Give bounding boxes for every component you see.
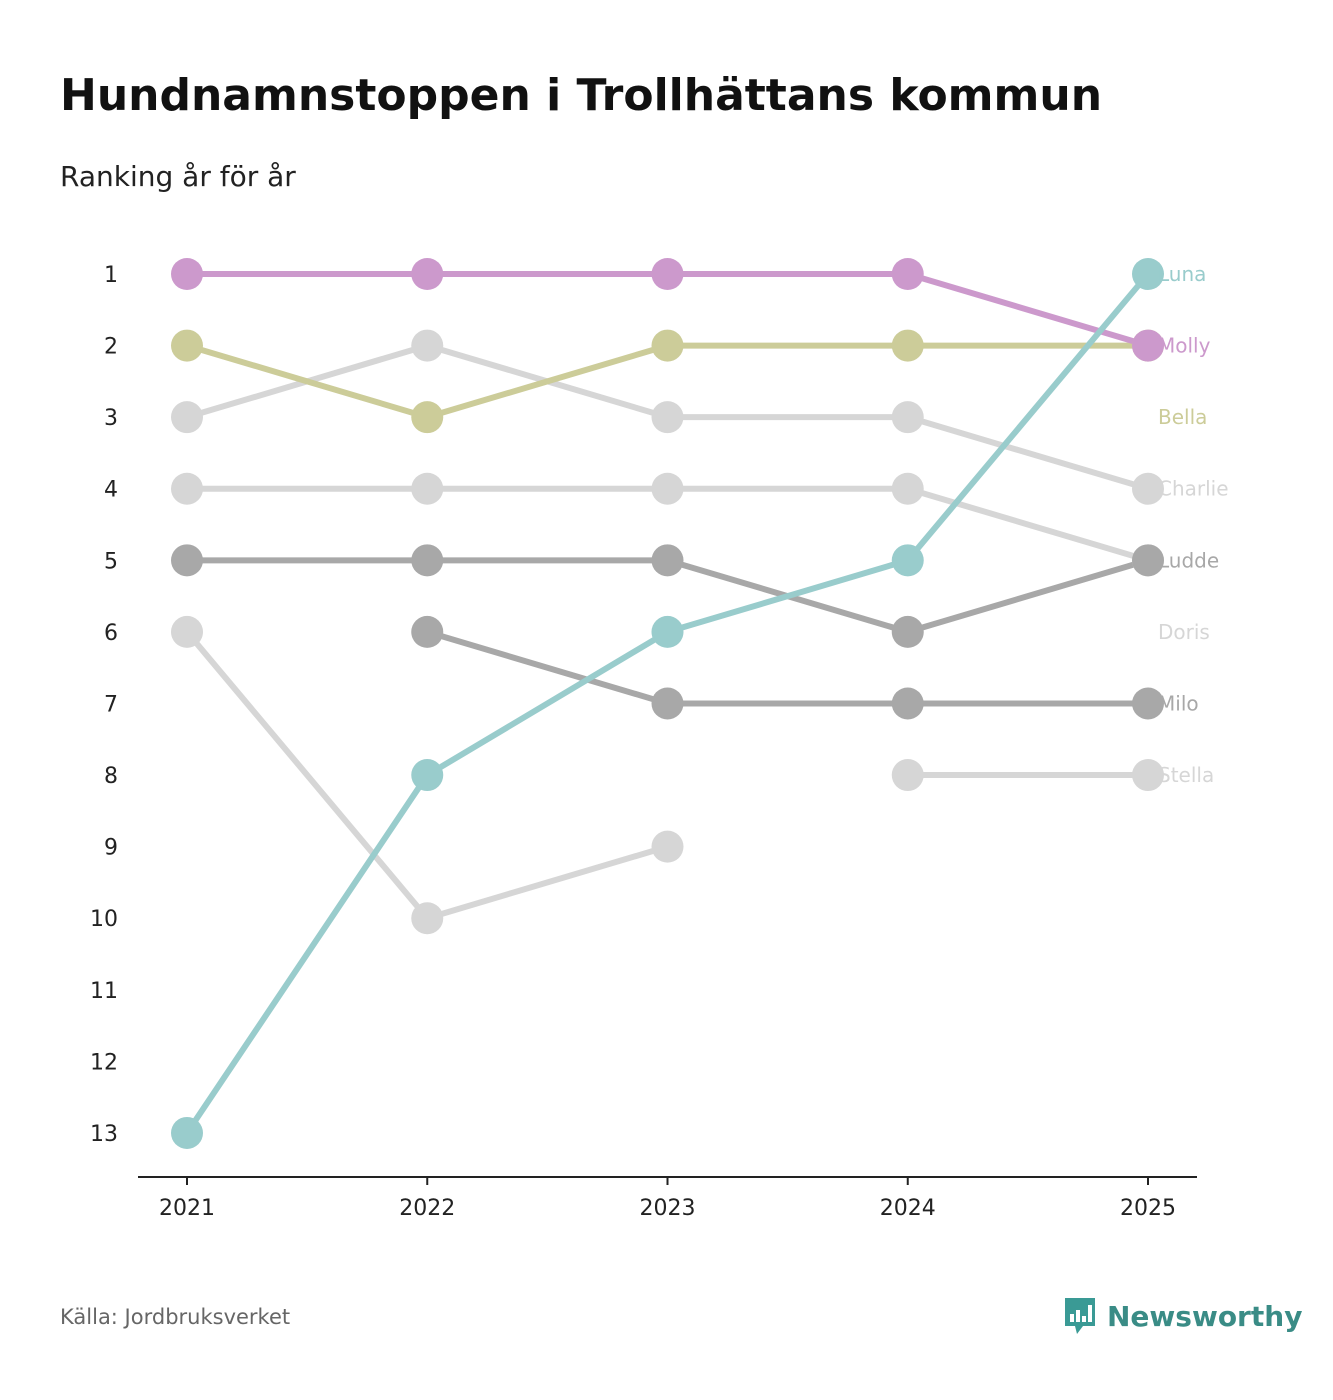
y-tick-label: 11 [90, 979, 118, 1004]
point-molly [171, 258, 203, 290]
point-ludde [891, 615, 924, 648]
point-bella [651, 329, 684, 362]
point-milo [891, 687, 924, 720]
point-bella2 [171, 472, 203, 505]
y-tick-label: 6 [104, 621, 118, 646]
end-label-bella: Bella [1158, 405, 1207, 429]
y-tick-label: 12 [90, 1050, 118, 1075]
y-tick-label: 1 [104, 263, 118, 288]
y-tick-label: 2 [104, 335, 118, 360]
point-luna [891, 544, 924, 577]
point-molly [891, 258, 924, 290]
y-tick-label: 5 [104, 549, 118, 574]
point-stella [1132, 759, 1164, 792]
point-milo [1132, 687, 1164, 720]
point-doris [651, 830, 684, 863]
source-note: Källa: Jordbruksverket [60, 1305, 291, 1329]
point-charlie [651, 401, 684, 434]
x-tick-label: 2025 [1120, 1196, 1176, 1221]
brand-logo[interactable]: Newsworthy [1063, 1296, 1302, 1336]
series-line-milo [426, 629, 1148, 707]
x-tick-label: 2024 [880, 1196, 936, 1221]
point-charlie [891, 401, 924, 434]
end-label-stella: Stella [1158, 763, 1214, 787]
point-stella [891, 759, 924, 792]
point-bella [891, 329, 924, 362]
y-tick-label: 8 [104, 764, 118, 789]
point-bella2 [891, 472, 924, 505]
y-tick-label: 3 [104, 406, 118, 431]
point-doris [411, 902, 444, 935]
point-charlie [411, 329, 444, 362]
point-molly [651, 258, 684, 290]
end-label-molly: Molly [1158, 334, 1211, 358]
point-charlie [171, 401, 203, 434]
chart-subtitle: Ranking år för år [60, 160, 296, 193]
point-ludde [651, 544, 684, 577]
x-tick-label: 2023 [640, 1196, 696, 1221]
end-label-doris: Doris [1158, 620, 1210, 644]
point-milo [411, 615, 444, 648]
point-luna [411, 759, 444, 792]
point-luna [1132, 258, 1164, 290]
point-doris [171, 615, 203, 648]
point-bella [411, 401, 444, 434]
point-charlie [1132, 472, 1164, 505]
y-tick-label: 9 [104, 836, 118, 861]
x-axis-ticks: 2021 2022 2023 2024 2025 [159, 1177, 1176, 1221]
x-tick-label: 2022 [399, 1196, 455, 1221]
point-milo [651, 687, 684, 720]
end-label-ludde: Ludde [1158, 548, 1219, 572]
point-molly [411, 258, 444, 290]
point-ludde [411, 544, 444, 577]
point-bella2 [411, 472, 444, 505]
newsworthy-logo-icon [1065, 1298, 1095, 1334]
y-tick-label: 7 [104, 692, 118, 717]
y-tick-label: 13 [90, 1122, 118, 1147]
series-points [171, 258, 1164, 1149]
y-tick-label: 10 [90, 907, 118, 932]
y-tick-label: 4 [104, 478, 118, 503]
x-tick-label: 2021 [159, 1196, 215, 1221]
end-label-charlie: Charlie [1158, 477, 1229, 501]
point-bella [171, 329, 203, 362]
point-luna [651, 615, 684, 648]
point-luna [171, 1116, 203, 1149]
end-label-luna: Luna [1158, 262, 1206, 286]
point-bella2 [651, 472, 684, 505]
point-ludde [1132, 544, 1164, 577]
point-molly [1132, 329, 1164, 362]
end-labels: Luna Molly Bella Charlie Ludde Doris Milo Stell… [1158, 262, 1229, 787]
brand-name: Newsworthy [1107, 1299, 1303, 1333]
end-label-milo: Milo [1158, 691, 1199, 715]
point-ludde [171, 544, 203, 577]
chart-title: Hundnamnstoppen i Trollhättans kommun [60, 70, 1103, 121]
